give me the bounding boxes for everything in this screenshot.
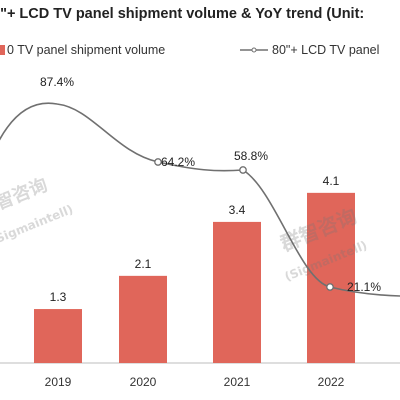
bar: [307, 192, 355, 363]
legend-label-bar: 0 TV panel shipment volume: [7, 43, 165, 57]
bar: [119, 275, 167, 363]
x-tick-label: 2020: [130, 375, 157, 389]
line-value-label: 58.8%: [234, 149, 268, 163]
x-tick-label: 2022: [318, 375, 345, 389]
line-value-label: 21.1%: [347, 280, 381, 294]
legend-label-line: 80"+ LCD TV panel: [272, 43, 379, 57]
chart-title: 0"+ LCD TV panel shipment volume & YoY t…: [0, 6, 365, 22]
x-tick-label: 2019: [45, 375, 72, 389]
legend-swatch-marker: [251, 47, 257, 53]
line-value-label: 64.2%: [161, 155, 195, 169]
line-value-label: 87.4%: [40, 75, 74, 89]
line-point: [326, 283, 334, 291]
legend-swatch-bar: [0, 45, 5, 55]
line-point: [239, 166, 247, 174]
bar-value-label: 2.1: [135, 257, 152, 271]
bar-value-label: 4.1: [323, 174, 340, 188]
bar-value-label: 1.3: [50, 290, 67, 304]
bar: [213, 221, 261, 363]
bar-value-label: 3.4: [229, 203, 246, 217]
bar: [34, 309, 82, 363]
line-point: [154, 158, 162, 166]
x-tick-label: 2021: [224, 375, 251, 389]
